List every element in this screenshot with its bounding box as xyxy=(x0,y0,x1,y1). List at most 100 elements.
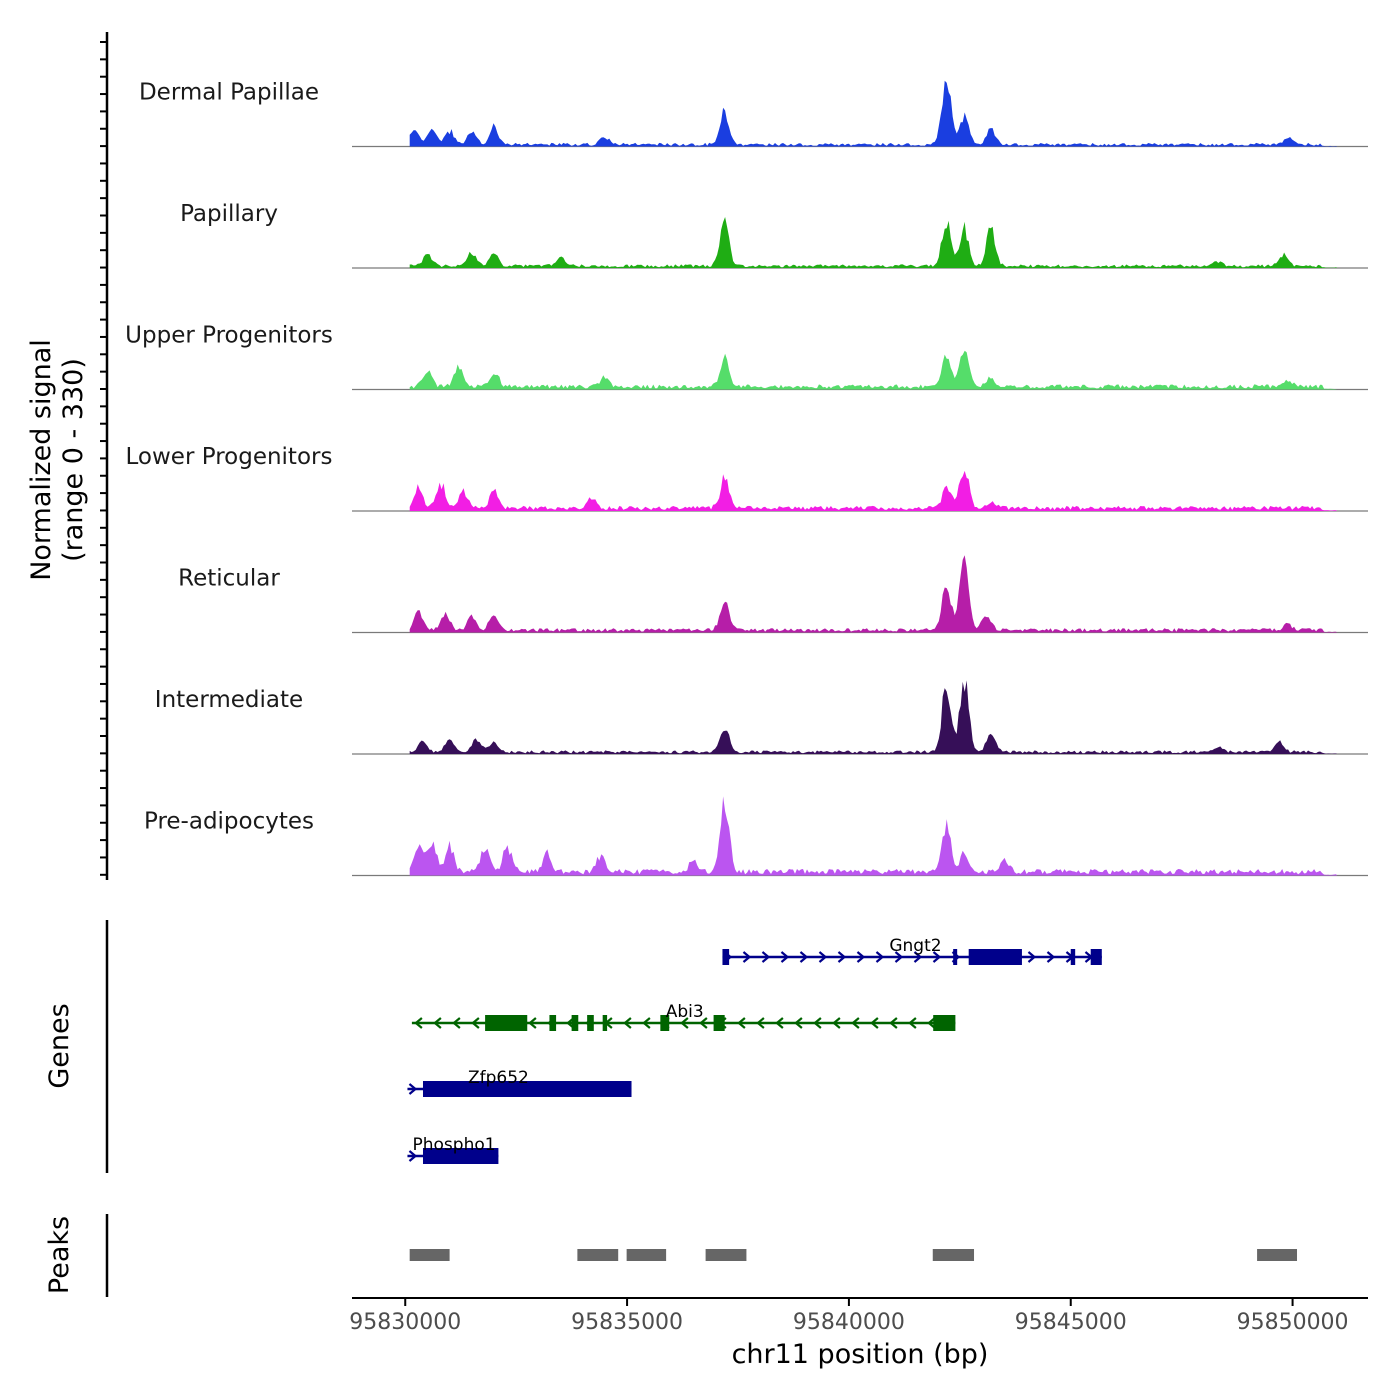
strand-chevron xyxy=(832,1017,841,1029)
peaks-axis-title: Peaks xyxy=(44,1216,75,1294)
coverage-y-ticks xyxy=(100,41,107,876)
strand-chevron xyxy=(742,951,752,963)
genes-axis-title: Genes xyxy=(44,1003,75,1088)
peak-region xyxy=(705,1249,747,1261)
gene-exon xyxy=(660,1015,670,1031)
coverage-area xyxy=(409,217,1337,268)
strand-chevron xyxy=(813,1017,822,1029)
strand-chevron xyxy=(452,1017,461,1029)
x-tick-label: 95840000 xyxy=(793,1310,905,1335)
peak-region xyxy=(409,1249,450,1261)
coverage-track-dermal-papillae: Dermal Papillae xyxy=(139,80,1368,148)
strand-chevron xyxy=(889,1017,898,1029)
gene-label: Zfp652 xyxy=(468,1068,529,1088)
x-tick-label: 95835000 xyxy=(571,1310,683,1335)
strand-chevron xyxy=(913,951,923,963)
coverage-area xyxy=(409,350,1337,390)
gene-exon xyxy=(549,1015,557,1031)
x-tick-label: 95850000 xyxy=(1237,1310,1349,1335)
strand-chevron xyxy=(856,951,866,963)
strand-chevron xyxy=(528,1017,537,1029)
strand-chevron xyxy=(761,951,771,963)
gene-abi3: Abi3 xyxy=(411,1002,956,1031)
gene-gngt2: Gngt2 xyxy=(722,936,1102,965)
coverage-track-upper-progenitors: Upper Progenitors xyxy=(125,323,1368,391)
x-tick-label: 95830000 xyxy=(349,1310,461,1335)
strand-chevron xyxy=(1046,951,1056,963)
strand-chevron xyxy=(623,1017,632,1029)
peak-region xyxy=(577,1249,619,1261)
coverage-track-intermediate: Intermediate xyxy=(155,680,1368,755)
gene-phospho1: Phospho1 xyxy=(407,1135,499,1164)
x-tick-label: 95845000 xyxy=(1015,1310,1127,1335)
gene-exon xyxy=(933,1015,956,1031)
y-axis-title-line2: (range 0 - 330) xyxy=(58,358,89,562)
peak-region xyxy=(626,1249,667,1261)
y-axis-title-line1: Normalized signal xyxy=(26,339,57,581)
x-axis: 95830000 95835000 95840000 95845000 95850000 xyxy=(349,1298,1349,1335)
strand-chevron xyxy=(818,951,828,963)
coverage-area xyxy=(409,470,1337,511)
coverage-area xyxy=(409,555,1337,633)
strand-chevron xyxy=(799,951,809,963)
coverage-track-lower-progenitors: Lower Progenitors xyxy=(126,444,1368,512)
track-label: Reticular xyxy=(178,566,280,592)
gene-exon xyxy=(953,949,958,965)
gene-exon xyxy=(602,1015,608,1031)
gene-exon xyxy=(1090,949,1102,965)
strand-chevron xyxy=(894,951,904,963)
x-axis-title: chr11 position (bp) xyxy=(732,1339,989,1370)
strand-chevron xyxy=(433,1017,442,1029)
track-label: Pre-adipocytes xyxy=(144,809,314,835)
coverage-track-papillary: Papillary xyxy=(180,201,1368,269)
gene-annotation-track: Gngt2 Abi3 Zfp652 Phospho1 xyxy=(407,936,1102,1164)
gene-exon xyxy=(968,949,1022,965)
strand-chevron xyxy=(780,951,790,963)
coverage-area xyxy=(409,796,1337,876)
coverage-track-reticular: Reticular xyxy=(178,555,1368,634)
strand-chevron xyxy=(908,1017,917,1029)
strand-chevron xyxy=(927,1017,936,1029)
strand-chevron xyxy=(837,951,847,963)
track-label: Papillary xyxy=(180,201,278,227)
coverage-tracks: Dermal Papillae Papillary Upper Progenitor… xyxy=(125,80,1368,877)
strand-chevron xyxy=(756,1017,765,1029)
gene-exon xyxy=(422,1081,632,1097)
strand-chevron xyxy=(680,1017,689,1029)
strand-chevron xyxy=(851,1017,860,1029)
strand-chevron xyxy=(408,1150,418,1162)
track-label: Lower Progenitors xyxy=(126,444,333,470)
gene-exon xyxy=(713,1015,725,1031)
strand-chevron xyxy=(699,1017,708,1029)
strand-chevron xyxy=(794,1017,803,1029)
strand-chevron xyxy=(875,951,885,963)
track-label: Upper Progenitors xyxy=(125,323,333,349)
strand-chevron xyxy=(408,1083,418,1095)
peak-region xyxy=(932,1249,975,1261)
gene-zfp652: Zfp652 xyxy=(407,1068,632,1097)
gene-label: Abi3 xyxy=(666,1002,704,1022)
peak-region xyxy=(1257,1249,1298,1261)
strand-chevron xyxy=(932,951,942,963)
strand-chevron xyxy=(870,1017,879,1029)
gene-exon xyxy=(422,1148,499,1164)
gene-label: Gngt2 xyxy=(889,936,941,956)
strand-chevron xyxy=(414,1017,423,1029)
strand-chevron xyxy=(737,1017,746,1029)
peaks-track xyxy=(409,1249,1298,1261)
coverage-area xyxy=(409,680,1337,754)
strand-chevron xyxy=(775,1017,784,1029)
coverage-track-pre-adipocytes: Pre-adipocytes xyxy=(144,796,1368,877)
strand-chevron xyxy=(642,1017,651,1029)
gene-exon xyxy=(587,1015,594,1031)
gene-exon xyxy=(722,949,730,965)
coverage-area xyxy=(409,80,1337,147)
strand-chevron xyxy=(1027,951,1037,963)
gene-label: Phospho1 xyxy=(413,1135,496,1155)
track-label: Dermal Papillae xyxy=(139,80,319,106)
strand-chevron xyxy=(471,1017,480,1029)
gene-exon xyxy=(571,1015,579,1031)
gene-exon xyxy=(485,1015,528,1031)
track-label: Intermediate xyxy=(155,687,303,713)
